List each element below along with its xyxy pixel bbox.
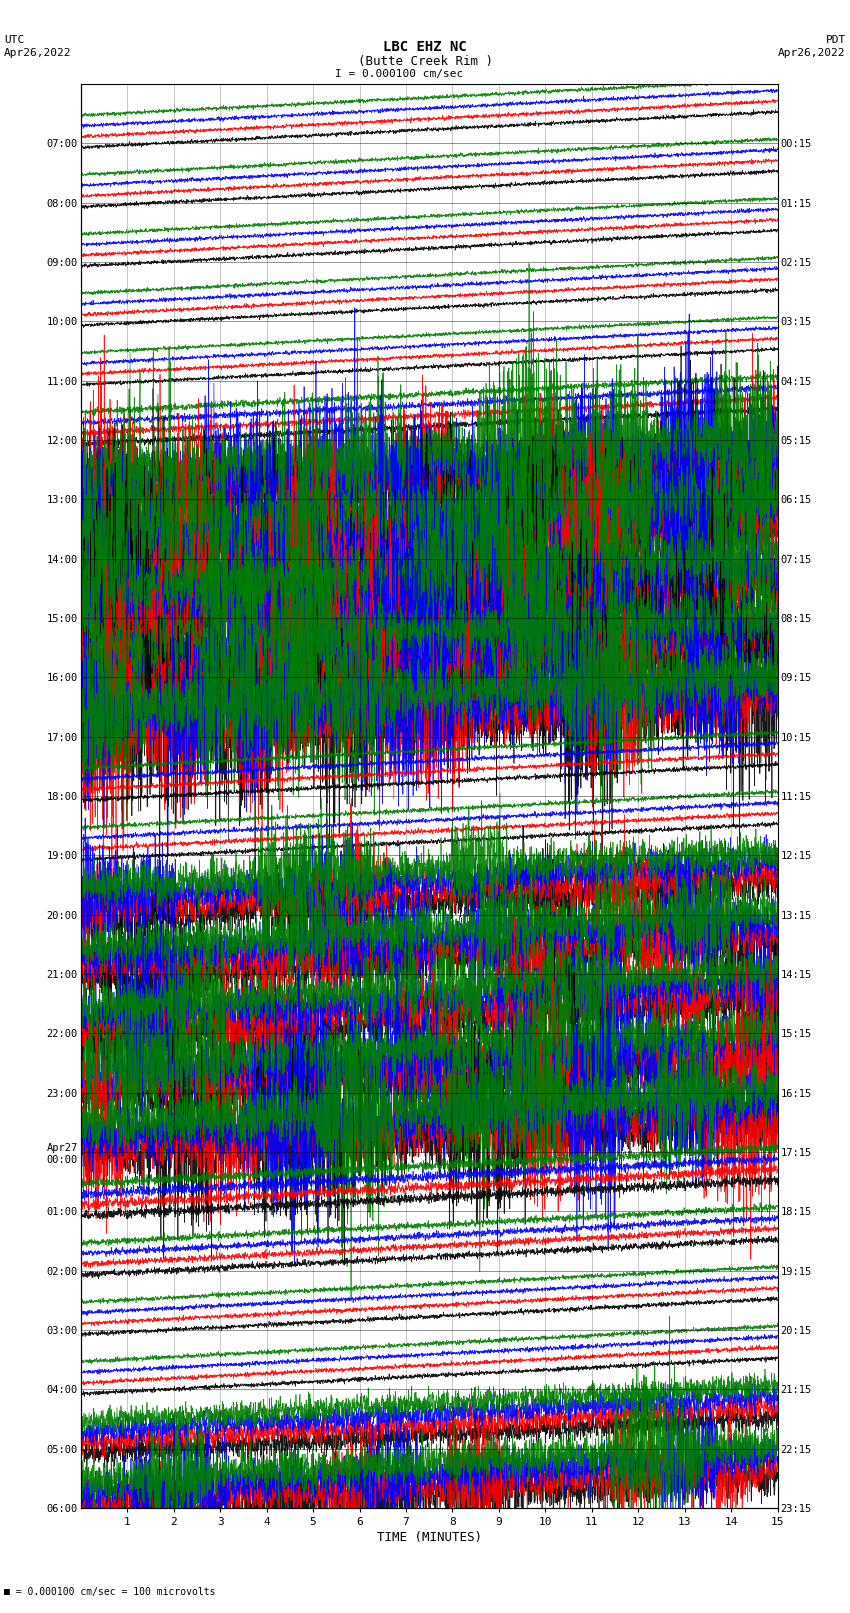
Text: I = 0.000100 cm/sec: I = 0.000100 cm/sec xyxy=(336,69,463,79)
Text: LBC EHZ NC: LBC EHZ NC xyxy=(383,40,467,55)
Text: UTC: UTC xyxy=(4,35,25,45)
Text: PDT: PDT xyxy=(825,35,846,45)
Text: Apr26,2022: Apr26,2022 xyxy=(4,48,71,58)
Text: ■ = 0.000100 cm/sec = 100 microvolts: ■ = 0.000100 cm/sec = 100 microvolts xyxy=(4,1587,216,1597)
Text: (Butte Creek Rim ): (Butte Creek Rim ) xyxy=(358,55,492,68)
Text: Apr26,2022: Apr26,2022 xyxy=(779,48,846,58)
X-axis label: TIME (MINUTES): TIME (MINUTES) xyxy=(377,1531,482,1544)
